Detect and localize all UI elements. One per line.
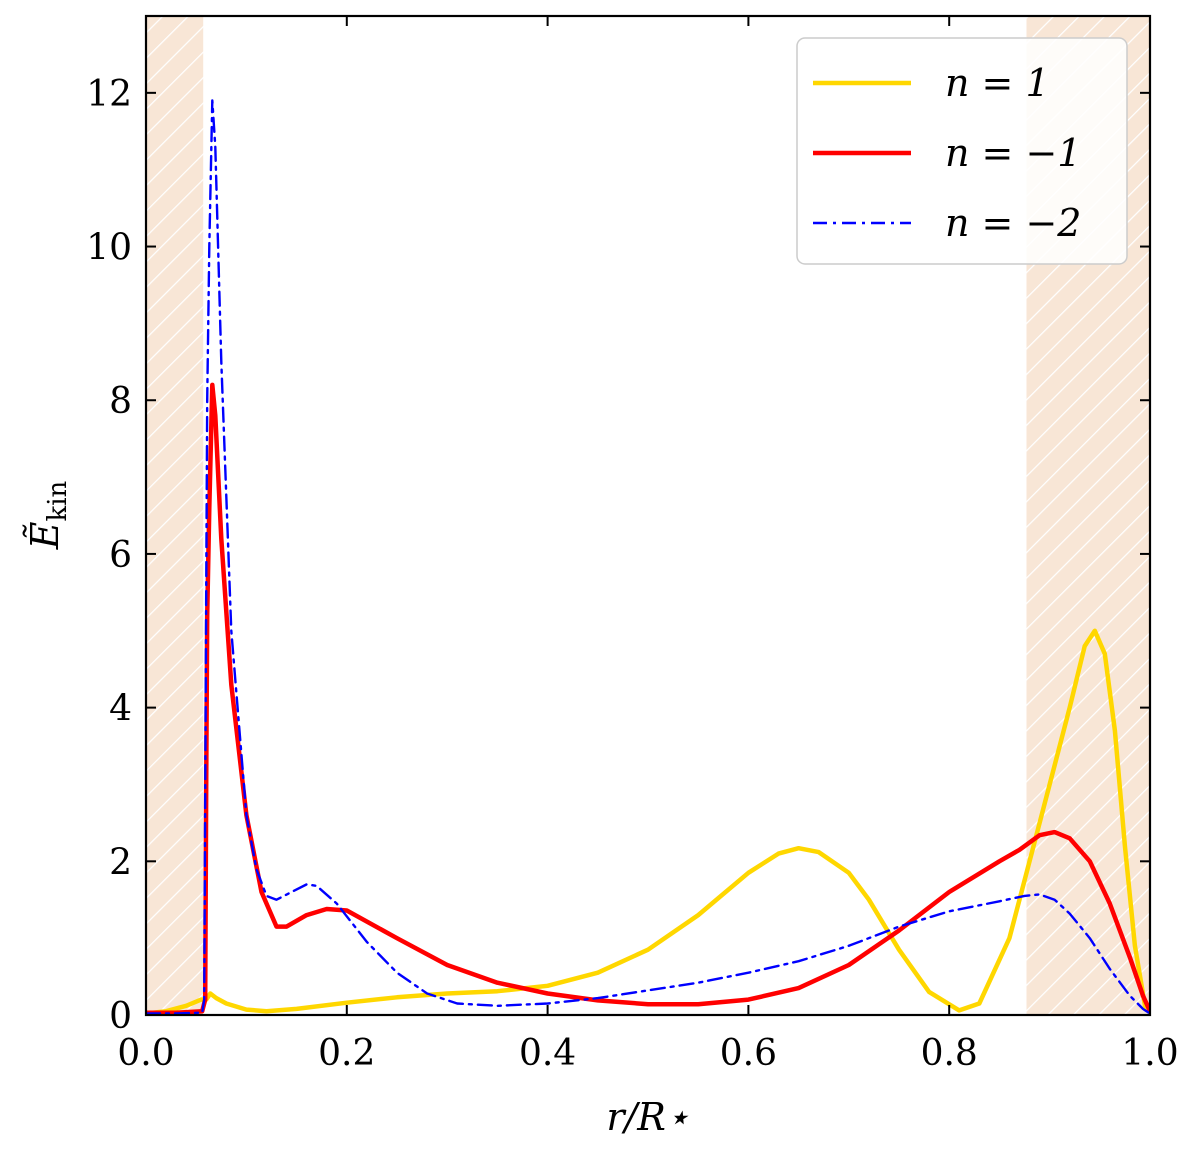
x-tick-label: 0.8 [921,1033,978,1074]
y-tick-label: 4 [109,689,132,730]
y-axis-label: Ẽkin [23,480,73,550]
legend-item-1: n = 1 [813,61,1050,105]
x-axis-label-text: r/R⋆ [606,1095,689,1139]
y-tick-label: 10 [86,228,132,269]
x-tick-label: 0.4 [519,1033,576,1074]
x-tick-label: 1.0 [1121,1033,1178,1074]
x-tick-label: 0.6 [720,1033,777,1074]
legend-box [796,37,1128,265]
axis-ticks: 0.0 0.2 0.4 0.6 0.8 1.0 0 2 4 6 8 10 12 [86,16,1179,1074]
legend-item-3: n = −2 [813,201,1082,245]
y-tick-label: 2 [109,842,132,883]
y-axis-label-text: Ẽkin [23,480,73,550]
y-tick-label: 12 [86,74,132,115]
legend-item-2: n = −1 [813,131,1082,175]
series-line-2 [146,382,1150,1015]
series-lines [146,99,1150,1015]
legend-label: n = −2 [945,201,1082,245]
legend: n = 1 n = −1 n = −2 [796,37,1128,265]
shaded-region-1 [146,16,204,1015]
y-tick-label: 8 [109,381,132,422]
series-line-1 [146,628,1150,1015]
series-line-3 [146,99,1150,1015]
y-axis-label-sub: kin [43,480,73,521]
plot-frame [144,14,1152,1017]
y-tick-label: 6 [109,535,132,576]
y-axis-label-main: Ẽ [23,521,67,550]
x-tick-label: 0.2 [318,1033,375,1074]
x-tick-label: 0.0 [117,1033,174,1074]
x-axis-label: r/R⋆ [606,1095,689,1139]
legend-label: n = −1 [945,131,1082,175]
legend-label: n = 1 [945,61,1050,105]
y-tick-label: 0 [109,996,132,1037]
